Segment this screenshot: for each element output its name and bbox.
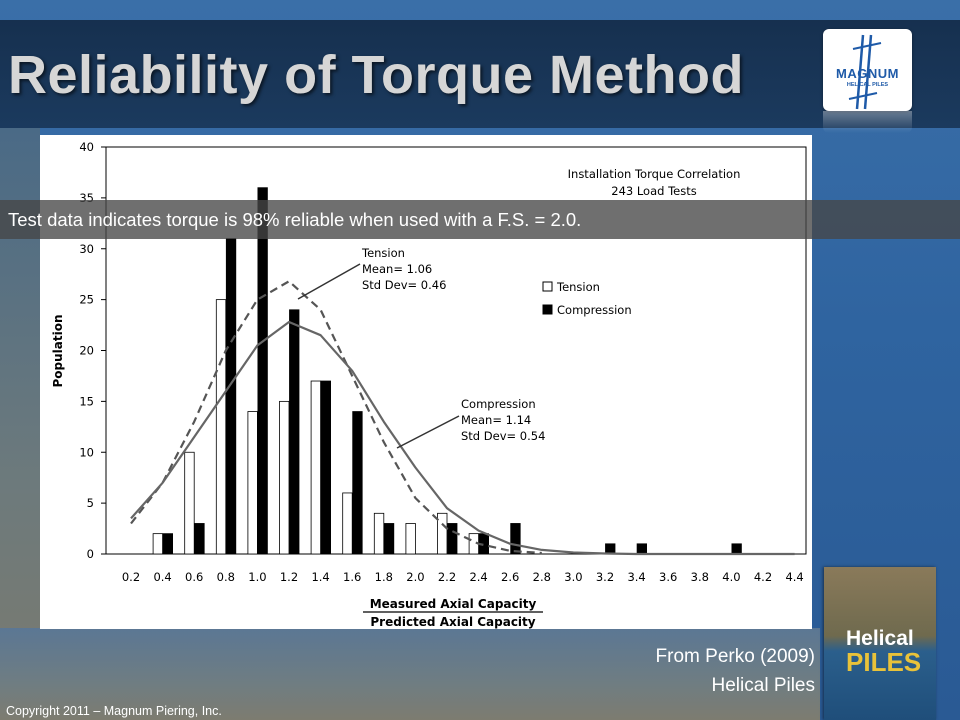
chart-title: Installation Torque Correlation [568,167,741,181]
x-tick-label: 4.4 [785,570,803,584]
annotation-leader [297,263,361,300]
logo-brand-text: MAGNUM [836,66,899,81]
book-cover-image: Helical PILES [824,567,936,720]
source-citation: From Perko (2009) [655,646,815,667]
y-tick-label: 20 [79,344,94,358]
book-title-line2: PILES [846,647,922,677]
compression-bar [162,533,173,555]
background-photo-bottom [0,628,820,720]
x-tick-label: 1.8 [375,570,393,584]
x-tick-label: 2.2 [438,570,456,584]
x-tick-label: 4.0 [722,570,740,584]
compression-bar [289,309,300,555]
key-finding-text: Test data indicates torque is 98% reliab… [8,209,582,230]
x-tick-label: 0.8 [217,570,235,584]
tension-bar [437,512,448,555]
y-tick-label: 25 [79,293,94,307]
compression-bar [731,543,742,555]
book-title-line1: Helical [846,627,914,650]
logo-reflection [823,111,912,133]
x-tick-label: 1.6 [343,570,361,584]
compression-bar [352,411,363,555]
annotation-leader [396,415,460,449]
tension-bar [310,380,322,555]
x-tick-label: 4.2 [754,570,772,584]
y-tick-label: 15 [79,394,94,408]
legend-swatch [542,281,553,292]
tension-bar [342,492,353,555]
legend-label: Tension [556,280,600,294]
title-bar [0,20,960,128]
x-tick-label: 1.4 [311,570,329,584]
x-tick-label: 2.4 [469,570,487,584]
x-tick-label: 3.8 [691,570,709,584]
compression-bar [447,523,458,555]
copyright-notice: Copyright 2011 – Magnum Piering, Inc. [6,704,222,718]
compression-bar [636,543,647,555]
tension-bar [373,512,385,555]
x-tick-label: 0.2 [122,570,140,584]
compression-bar [194,523,205,555]
compression-bar [383,523,395,555]
logo-pile-icon [848,34,882,110]
tension-bar [184,451,195,555]
compression-bar [257,187,268,555]
legend-label: Compression [557,303,632,317]
x-tick-label: 0.6 [185,570,203,584]
tension-fit-curve [130,280,542,555]
y-tick-label: 40 [79,140,94,154]
key-finding-banner: Test data indicates torque is 98% reliab… [0,200,960,239]
compression-bar [225,238,237,555]
annotation-text: Compression [461,397,536,411]
slide-title: Reliability of Torque Method [8,45,744,105]
x-tick-label: 2.8 [533,570,551,584]
annotation-text: Mean= 1.14 [461,413,531,427]
compression-bar [320,380,332,555]
tension-bar [152,533,163,555]
logo-tagline: HELICAL PILES [846,82,889,88]
tension-bar [247,411,258,555]
x-tick-label: 3.2 [596,570,614,584]
x-tick-label: 2.6 [501,570,519,584]
x-tick-label: 1.0 [248,570,266,584]
x-axis-label-numerator: Measured Axial Capacity [370,597,537,611]
x-tick-label: 3.4 [627,570,645,584]
x-axis-label-denominator: Predicted Axial Capacity [370,615,535,629]
y-tick-label: 5 [87,496,94,510]
x-tick-label: 3.6 [659,570,677,584]
x-tick-label: 3.0 [564,570,582,584]
annotation-text: Std Dev= 0.46 [362,278,446,292]
y-tick-label: 10 [79,445,94,459]
x-tick-label: 1.2 [280,570,298,584]
tension-bar [279,400,290,555]
source-book-name: Helical Piles [711,675,815,696]
y-tick-label: 0 [87,547,94,561]
tension-bar [215,299,227,555]
annotation-text: Mean= 1.06 [362,262,432,276]
magnum-logo: MAGNUM HELICAL PILES [823,29,912,111]
legend-swatch [542,304,553,315]
y-tick-label: 30 [79,242,94,256]
y-axis-label: Population [51,314,65,387]
x-tick-label: 2.0 [406,570,424,584]
annotation-text: Std Dev= 0.54 [461,429,545,443]
chart-subtitle: 243 Load Tests [611,184,697,198]
compression-fit-curve [130,320,795,556]
annotation-text: Tension [361,246,405,260]
tension-bar [405,523,416,555]
compression-bar [510,523,521,555]
x-tick-label: 0.4 [153,570,171,584]
